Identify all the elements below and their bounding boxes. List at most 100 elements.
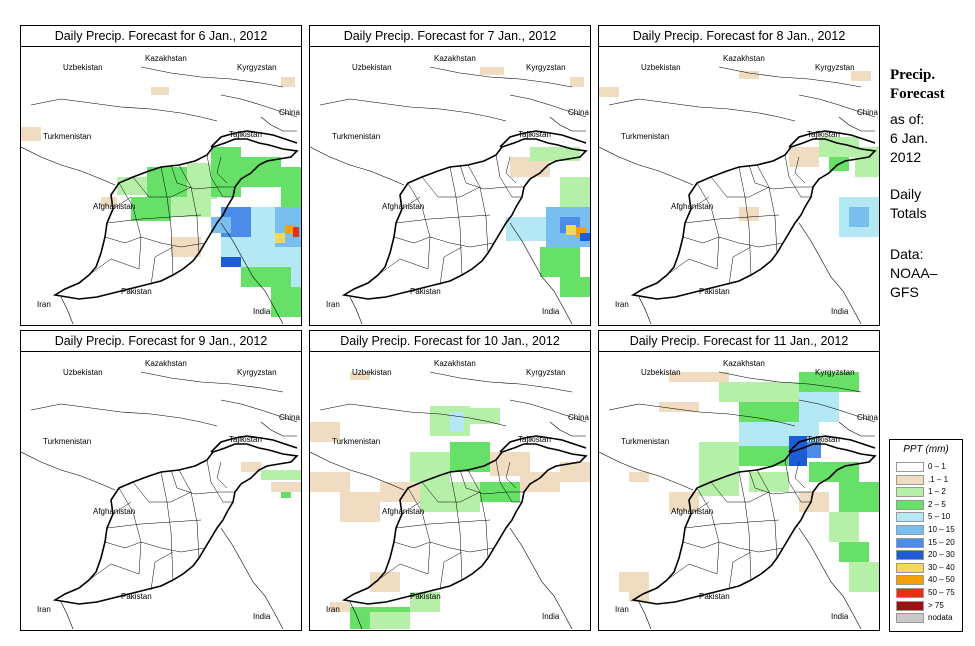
precip-cell — [580, 233, 590, 241]
province-border — [140, 236, 206, 248]
country-border — [509, 222, 573, 324]
precip-cell — [330, 602, 350, 612]
sidebar-title-line2: Forecast — [890, 86, 945, 102]
country-border — [220, 399, 298, 423]
legend-swatch — [896, 600, 924, 611]
precip-cell — [131, 197, 171, 221]
province-border — [88, 563, 140, 581]
country-border — [310, 451, 405, 491]
country-label-india: India — [831, 307, 849, 316]
precip-cell — [570, 77, 584, 87]
afghanistan-border — [788, 435, 876, 453]
precip-cell — [799, 492, 829, 512]
province-border — [104, 236, 142, 244]
afghanistan-border — [788, 130, 876, 148]
province-border — [748, 164, 813, 190]
province-border — [710, 176, 770, 198]
province-border — [718, 541, 784, 553]
country-border — [638, 296, 652, 324]
province-border — [407, 487, 431, 575]
province-border — [160, 471, 174, 581]
country-border — [798, 94, 876, 118]
country-label-china: China — [568, 108, 589, 117]
country-label-uzbekistan: Uzbekistan — [641, 63, 681, 72]
precip-cell — [566, 225, 576, 235]
precip-cell — [211, 147, 241, 197]
precip-cell — [21, 127, 41, 141]
country-border — [220, 527, 284, 629]
country-label-pakistan: Pakistan — [699, 287, 730, 296]
country-border — [549, 421, 586, 437]
precip-cell — [749, 472, 789, 492]
province-border — [132, 176, 192, 198]
precip-cell — [659, 402, 699, 412]
afghanistan-border — [210, 130, 298, 148]
province-border — [505, 156, 517, 184]
country-label-china: China — [568, 413, 589, 422]
country-border — [140, 66, 284, 88]
province-border — [756, 469, 778, 559]
precip-cell — [739, 446, 789, 466]
country-label-pakistan: Pakistan — [121, 592, 152, 601]
precip-cell — [799, 392, 839, 422]
precip-map — [21, 371, 301, 629]
legend-swatch — [896, 575, 924, 586]
country-border — [21, 146, 116, 186]
legend-label: .1 – 1 — [928, 474, 949, 484]
province-border — [505, 461, 517, 489]
afghanistan-border — [499, 130, 587, 148]
precip-cell — [520, 472, 560, 492]
province-border — [140, 541, 206, 553]
legend-item: .1 – 1 — [896, 474, 960, 486]
country-label-tajikistan: Tajikistan — [518, 435, 551, 444]
legend-swatch — [896, 537, 924, 548]
country-label-turkmenistan: Turkmenistan — [621, 437, 670, 446]
province-border — [684, 214, 780, 224]
sidebar-asof: as of: 6 Jan. 2012 — [890, 110, 928, 167]
legend-label: 50 – 75 — [928, 588, 955, 597]
country-label-china: China — [857, 413, 878, 422]
province-border — [690, 501, 710, 515]
province-border — [684, 519, 780, 529]
province-border — [132, 481, 192, 503]
province-border — [401, 501, 421, 515]
country-border — [838, 116, 875, 132]
legend-swatch — [896, 474, 924, 485]
precip-cell — [410, 452, 450, 482]
country-border — [798, 222, 862, 324]
legend-label: 2 – 5 — [928, 499, 946, 509]
precip-cell — [619, 572, 649, 592]
country-border — [509, 399, 587, 423]
precip-cell — [560, 277, 590, 297]
legend-item: 0 – 1 — [896, 462, 960, 473]
legend-item: 5 – 10 — [896, 512, 960, 523]
sidebar-title: Precip. Forecast — [890, 66, 945, 104]
country-label-kazakhstan: Kazakhstan — [145, 54, 187, 63]
country-label-iran: Iran — [37, 300, 51, 309]
legend-label: > 75 — [928, 600, 944, 610]
country-border — [140, 371, 284, 393]
country-label-afghanistan: Afghanistan — [93, 202, 136, 211]
precip-cell — [719, 382, 799, 402]
country-border — [608, 98, 796, 122]
country-label-afghanistan: Afghanistan — [671, 202, 714, 211]
precip-cell — [271, 287, 301, 317]
country-label-kazakhstan: Kazakhstan — [723, 359, 765, 368]
legend-label: 1 – 2 — [928, 487, 946, 497]
precip-cell — [420, 482, 480, 512]
legend-item: 40 – 50 — [896, 575, 960, 586]
country-label-pakistan: Pakistan — [121, 287, 152, 296]
province-border — [666, 258, 718, 276]
sidebar-asof-line1: as of: — [890, 111, 925, 127]
country-label-kyrgyzstan: Kyrgyzstan — [237, 368, 277, 377]
precip-cell — [789, 147, 819, 167]
precip-cell — [101, 197, 117, 207]
country-label-turkmenistan: Turkmenistan — [621, 132, 670, 141]
country-label-iran: Iran — [37, 605, 51, 614]
precip-cell — [807, 442, 821, 458]
country-label-turkmenistan: Turkmenistan — [43, 437, 92, 446]
province-border — [106, 519, 202, 529]
panel-title: Daily Precip. Forecast for 9 Jan., 2012 — [21, 331, 301, 352]
province-border — [696, 182, 720, 270]
map-panel: Daily Precip. Forecast for 6 Jan., 2012 K… — [20, 25, 302, 326]
